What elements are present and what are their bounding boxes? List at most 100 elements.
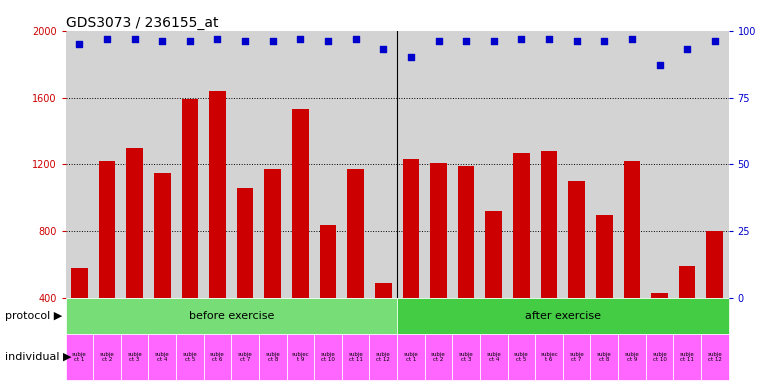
Point: [211, 36, 224, 42]
Bar: [369, 334, 397, 380]
Bar: [237, 188, 254, 298]
Bar: [673, 334, 701, 380]
Text: subje
ct 3: subje ct 3: [127, 352, 142, 362]
Bar: [701, 334, 729, 380]
Text: subje
ct 5: subje ct 5: [514, 352, 529, 362]
Point: [515, 36, 527, 42]
Bar: [176, 334, 204, 380]
Bar: [93, 334, 121, 380]
Point: [267, 38, 279, 45]
Bar: [397, 334, 425, 380]
Text: subje
ct 7: subje ct 7: [569, 352, 584, 362]
Text: GSM214995: GSM214995: [572, 301, 581, 347]
Text: subje
ct 11: subje ct 11: [680, 352, 695, 362]
Text: subje
ct 11: subje ct 11: [348, 352, 363, 362]
Bar: [678, 266, 695, 298]
Text: subje
ct 12: subje ct 12: [376, 352, 391, 362]
Text: GSM214987: GSM214987: [462, 301, 470, 347]
Point: [405, 55, 417, 61]
Text: GDS3073 / 236155_at: GDS3073 / 236155_at: [66, 16, 218, 30]
Bar: [425, 334, 453, 380]
Bar: [71, 268, 88, 298]
Bar: [507, 334, 535, 380]
Bar: [397, 298, 729, 334]
Bar: [99, 161, 116, 298]
Text: before exercise: before exercise: [189, 311, 274, 321]
Bar: [264, 169, 281, 298]
Bar: [347, 169, 364, 298]
Text: GSM214989: GSM214989: [490, 301, 498, 347]
Text: GSM214982: GSM214982: [75, 301, 84, 347]
Point: [349, 36, 362, 42]
Point: [709, 38, 721, 45]
Bar: [320, 225, 336, 298]
Bar: [209, 91, 226, 298]
Text: subje
ct 10: subje ct 10: [321, 352, 335, 362]
Point: [433, 38, 445, 45]
Bar: [231, 334, 259, 380]
Text: subje
ct 2: subje ct 2: [99, 352, 114, 362]
Bar: [480, 334, 507, 380]
Bar: [486, 211, 502, 298]
Bar: [706, 231, 723, 298]
Text: subjec
t 6: subjec t 6: [540, 352, 558, 362]
Text: subje
ct 5: subje ct 5: [183, 352, 197, 362]
Point: [598, 38, 611, 45]
Bar: [259, 334, 287, 380]
Text: after exercise: after exercise: [525, 311, 601, 321]
Text: subje
ct 1: subje ct 1: [403, 352, 418, 362]
Bar: [182, 99, 198, 298]
Point: [681, 46, 693, 53]
Bar: [154, 173, 170, 298]
Bar: [568, 181, 585, 298]
Bar: [596, 215, 612, 298]
Bar: [375, 283, 392, 298]
Bar: [430, 163, 446, 298]
Bar: [540, 151, 557, 298]
Text: subje
ct 4: subje ct 4: [487, 352, 501, 362]
Text: subje
ct 4: subje ct 4: [155, 352, 170, 362]
Text: GSM214992: GSM214992: [213, 301, 222, 347]
Point: [543, 36, 555, 42]
Bar: [66, 298, 397, 334]
Point: [129, 36, 141, 42]
Text: GSM214984: GSM214984: [103, 301, 112, 347]
Bar: [121, 334, 148, 380]
Bar: [453, 334, 480, 380]
Point: [73, 41, 86, 47]
Text: GSM215004: GSM215004: [379, 301, 388, 347]
Text: subje
ct 12: subje ct 12: [708, 352, 722, 362]
Bar: [204, 334, 231, 380]
Text: GSM215003: GSM215003: [682, 301, 692, 347]
Point: [460, 38, 473, 45]
Bar: [513, 153, 530, 298]
Text: GSM214997: GSM214997: [600, 301, 609, 347]
Bar: [624, 161, 640, 298]
Text: GSM214983: GSM214983: [406, 301, 416, 347]
Text: GSM214990: GSM214990: [185, 301, 194, 347]
Text: subje
ct 9: subje ct 9: [625, 352, 639, 362]
Bar: [651, 293, 668, 298]
Bar: [645, 334, 673, 380]
Text: subje
ct 6: subje ct 6: [210, 352, 225, 362]
Text: GSM214999: GSM214999: [628, 301, 636, 347]
Text: GSM214988: GSM214988: [158, 301, 167, 347]
Text: GSM215005: GSM215005: [710, 301, 719, 347]
Bar: [458, 166, 474, 298]
Bar: [287, 334, 315, 380]
Bar: [563, 334, 591, 380]
Text: GSM214985: GSM214985: [434, 301, 443, 347]
Text: GSM214986: GSM214986: [130, 301, 139, 347]
Bar: [618, 334, 645, 380]
Point: [653, 63, 665, 69]
Bar: [292, 109, 308, 298]
Text: GSM214993: GSM214993: [544, 301, 554, 347]
Text: individual ▶: individual ▶: [5, 352, 71, 362]
Point: [626, 36, 638, 42]
Text: subje
ct 7: subje ct 7: [237, 352, 252, 362]
Text: GSM214991: GSM214991: [517, 301, 526, 347]
Text: GSM215000: GSM215000: [324, 301, 332, 347]
Bar: [402, 159, 419, 298]
Bar: [126, 148, 143, 298]
Bar: [535, 334, 563, 380]
